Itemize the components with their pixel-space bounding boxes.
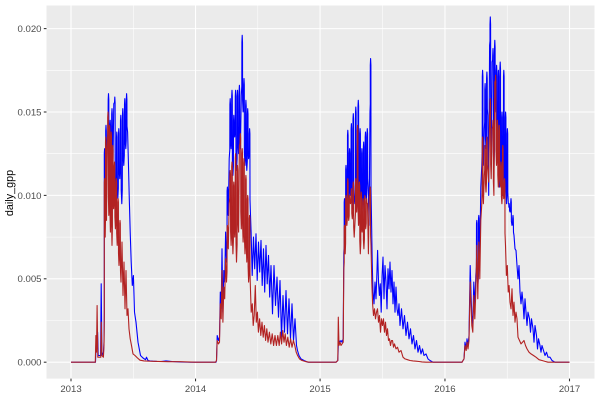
svg-text:2017: 2017 [559, 384, 580, 395]
svg-text:2013: 2013 [60, 384, 81, 395]
svg-text:2014: 2014 [185, 384, 207, 395]
svg-text:2016: 2016 [434, 384, 455, 395]
svg-text:2015: 2015 [309, 384, 330, 395]
svg-text:0.020: 0.020 [17, 24, 41, 35]
svg-text:0.010: 0.010 [17, 191, 41, 202]
svg-text:daily_gpp: daily_gpp [4, 170, 16, 216]
svg-text:0.005: 0.005 [17, 274, 41, 285]
svg-text:0.000: 0.000 [17, 358, 41, 369]
svg-text:0.015: 0.015 [17, 107, 41, 118]
